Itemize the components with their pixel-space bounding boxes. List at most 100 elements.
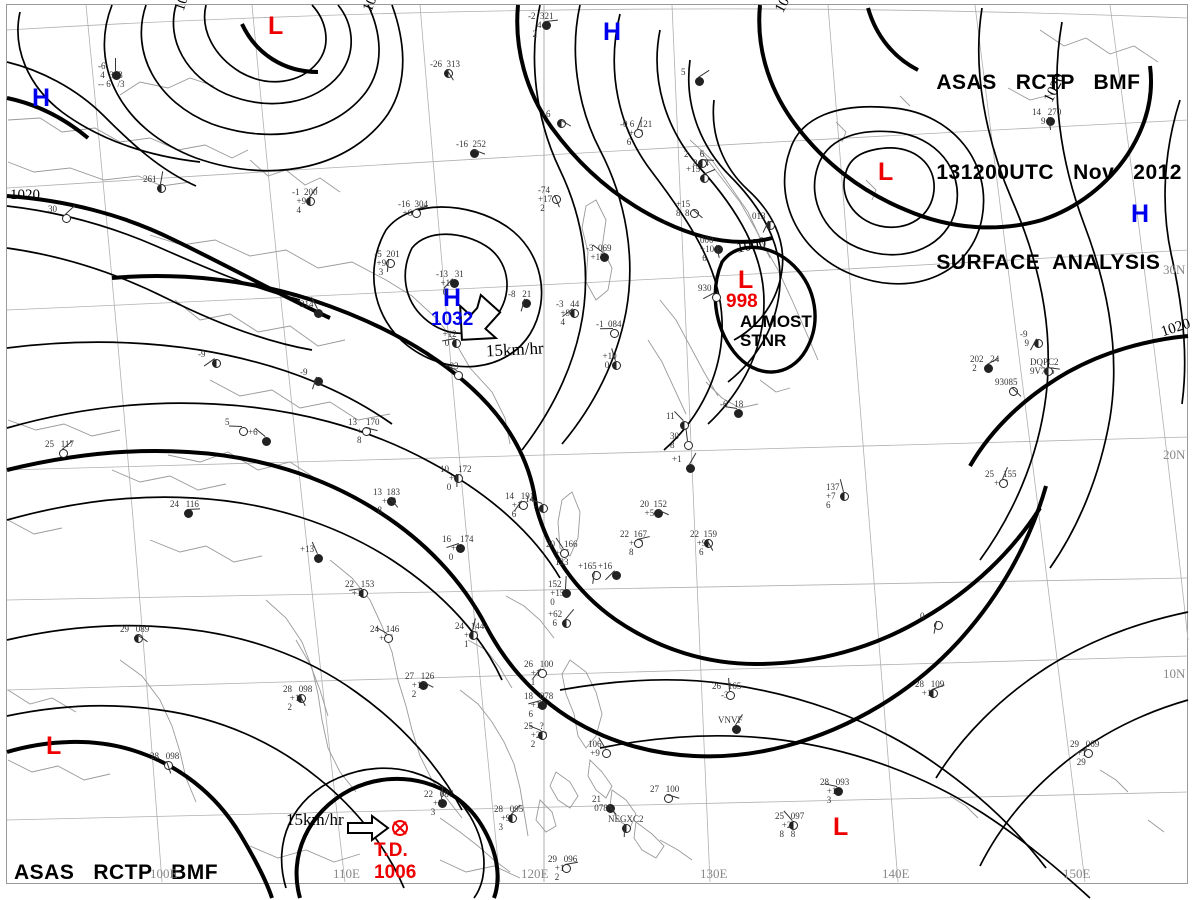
station-marker [387, 497, 396, 506]
station-plot: 29 096 +16 2 [548, 854, 578, 882]
header-bottom-left: ASAS RCTP BMF 131200UTC Nov 2012 SURFACE… [14, 798, 260, 900]
station-marker [732, 725, 741, 734]
station-marker [454, 371, 463, 380]
station-plot: 18 078 +11 6 [524, 691, 554, 719]
station-plot: 30 [48, 204, 57, 214]
graticule-label-120E: 120E [521, 866, 549, 881]
station-plot: 14 270 9 [1032, 107, 1062, 126]
station-marker [314, 309, 323, 318]
pressure-value-h-1032: 1032 [431, 309, 474, 330]
station-marker [984, 364, 993, 373]
td-motion-arrow [347, 814, 390, 842]
pressure-center-h-topleft: H [32, 84, 51, 112]
station-marker [454, 474, 463, 483]
station-plot: 28 093 +15 3 [820, 777, 850, 805]
station-marker [59, 449, 68, 458]
station-marker [212, 359, 221, 368]
station-marker [686, 464, 695, 473]
station-marker [384, 634, 393, 643]
station-marker [999, 479, 1008, 488]
station-plot: +12 0 [442, 329, 457, 348]
pressure-center-h-1032: H [443, 284, 462, 312]
graticule-label-150E: 150E [1063, 866, 1091, 881]
station-plot: 28 098 +10 2 [283, 684, 313, 712]
pressure-center-h-topmid: H [603, 18, 622, 46]
header-tr-line3: SURFACE ANALYSIS [936, 251, 1161, 274]
pressure-center-l-topleft: L [268, 12, 284, 40]
station-plot: -2 321 4 2 [528, 11, 554, 39]
station-plot: -1 200 +9 4 [292, 187, 318, 215]
station-marker [157, 184, 166, 193]
almost-stnr-line-0: ALMOST [740, 312, 812, 331]
station-plot: -16 252 [456, 139, 486, 149]
station-marker [654, 509, 663, 518]
station-plot: 25 097 +25 8 8 [775, 811, 805, 839]
station-plot: 29 089 [120, 624, 150, 634]
station-plot: 27 100 [650, 784, 680, 794]
station-marker [538, 669, 547, 678]
station-plot: 152 +15 0 [548, 579, 565, 607]
station-marker [62, 214, 71, 223]
station-plot: 202 24 2 [970, 354, 1000, 373]
header-bl-line1: ASAS RCTP BMF [14, 861, 219, 884]
station-marker [314, 377, 323, 386]
station-plot: 16 174 +6 0 [442, 534, 474, 562]
station-plot: -6 [543, 109, 551, 119]
station-plot: -6 18 [720, 399, 744, 409]
station-marker [592, 571, 601, 580]
isobars-thick-1020-and-key [6, 4, 1189, 899]
pressure-center-l-bottomleft: L [46, 732, 62, 760]
station-marker [634, 539, 643, 548]
station-marker [562, 864, 571, 873]
almost-stnr-line-1: STNR [740, 331, 787, 350]
station-marker [469, 631, 478, 640]
station-marker [622, 824, 631, 833]
station-marker [538, 731, 547, 740]
station-plot: VNVF [718, 715, 743, 725]
station-marker [726, 691, 735, 700]
pressure-center-h-right: H [1131, 200, 1150, 228]
station-marker [695, 77, 704, 86]
station-marker [714, 245, 723, 254]
graticule-label-140E: 140E [882, 866, 910, 881]
station-marker [519, 501, 528, 510]
isobar-label-1020-0: 1020 [10, 187, 40, 203]
station-marker [539, 504, 548, 513]
graticule-label-110E: 110E [333, 866, 360, 881]
station-marker [789, 821, 798, 830]
station-marker [470, 149, 479, 158]
station-marker [680, 421, 689, 430]
station-plot: 25 117 [45, 439, 74, 449]
station-marker [438, 799, 447, 808]
station-plot: -8 21 [508, 289, 532, 299]
station-plot: +6 [248, 427, 258, 437]
station-marker [552, 195, 561, 204]
station-plot: +23 [440, 361, 459, 371]
station-plot: 22 153 +13 [345, 579, 375, 598]
station-plot: 21 078 [592, 794, 608, 813]
station-marker [664, 794, 673, 803]
graticule-label-30N: 30N [1163, 262, 1186, 277]
pressure-center-l-upperright: L [878, 158, 894, 186]
station-plot: -9 9 [1020, 329, 1029, 348]
station-marker [314, 554, 323, 563]
station-marker [934, 621, 943, 630]
station-plot: 93085 [995, 377, 1018, 387]
station-plot: 0 [920, 611, 925, 621]
station-marker [112, 71, 121, 80]
station-marker [239, 427, 248, 436]
station-plot: DQPC2 9V795 [1030, 357, 1059, 376]
station-plot: +10 0 [602, 351, 617, 370]
high-motion-speed-label: 15km/hr [485, 338, 545, 361]
station-plot: NEGXC2 [608, 814, 644, 824]
station-plot: 10 172 +6 0 [440, 464, 472, 492]
graticule-label-100E: 100E [150, 866, 178, 881]
station-marker [1009, 387, 1018, 396]
station-marker [262, 437, 271, 446]
station-marker [419, 681, 428, 690]
station-plot: 22 087 +8 3 [424, 789, 454, 817]
station-plot: -3 44 +9 4 [556, 299, 580, 327]
station-marker [1044, 367, 1053, 376]
station-marker [1034, 339, 1043, 348]
